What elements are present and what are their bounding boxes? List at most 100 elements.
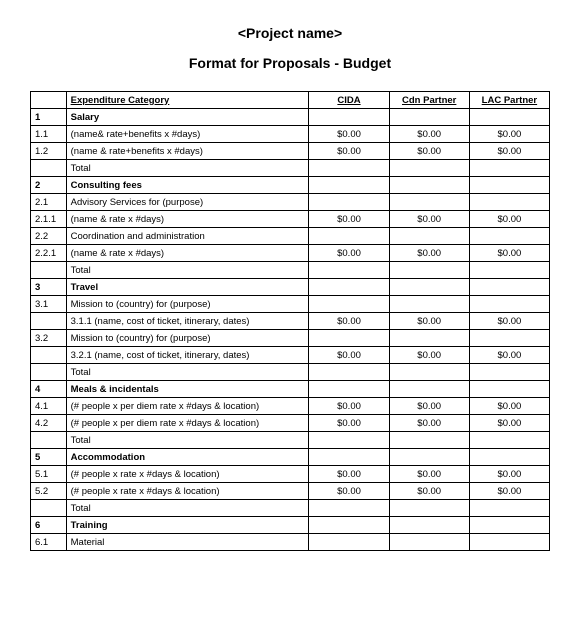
cell-num [31,313,67,330]
cell-lac [469,194,549,211]
cell-lac [469,517,549,534]
table-row: 3.2Mission to (country) for (purpose) [31,330,550,347]
cell-num [31,347,67,364]
cell-lac: $0.00 [469,245,549,262]
cell-num: 4 [31,381,67,398]
cell-cida [309,517,389,534]
header-lac: LAC Partner [469,92,549,109]
cell-cida [309,177,389,194]
cell-category: Consulting fees [66,177,309,194]
cell-category: (# people x per diem rate x #days & loca… [66,398,309,415]
header-lac-text: LAC Partner [482,95,537,106]
cell-cida [309,432,389,449]
cell-cida [309,381,389,398]
table-row: Total [31,262,550,279]
table-row: 5.1(# people x rate x #days & location)$… [31,466,550,483]
cell-cdn: $0.00 [389,126,469,143]
cell-category: Total [66,160,309,177]
cell-cdn: $0.00 [389,245,469,262]
cell-lac [469,381,549,398]
cell-cida [309,262,389,279]
cell-category: 3.2.1 (name, cost of ticket, itinerary, … [66,347,309,364]
cell-num: 2 [31,177,67,194]
cell-lac [469,109,549,126]
cell-num: 5.2 [31,483,67,500]
cell-cdn [389,228,469,245]
cell-num: 5 [31,449,67,466]
cell-num: 3.1 [31,296,67,313]
cell-cida: $0.00 [309,313,389,330]
header-category: Expenditure Category [66,92,309,109]
page-title: <Project name> [30,25,550,41]
cell-cida: $0.00 [309,415,389,432]
cell-cida: $0.00 [309,126,389,143]
cell-cdn [389,364,469,381]
cell-cida [309,109,389,126]
cell-num: 2.2.1 [31,245,67,262]
cell-lac [469,534,549,551]
table-row: 1.2(name & rate+benefits x #days)$0.00$0… [31,143,550,160]
cell-category: (name & rate x #days) [66,245,309,262]
cell-cdn [389,432,469,449]
cell-category: Material [66,534,309,551]
cell-cida: $0.00 [309,466,389,483]
cell-cida [309,449,389,466]
header-cida: CIDA [309,92,389,109]
cell-num: 5.1 [31,466,67,483]
cell-category: Total [66,262,309,279]
cell-cida: $0.00 [309,143,389,160]
cell-cdn: $0.00 [389,398,469,415]
cell-lac: $0.00 [469,415,549,432]
cell-num [31,364,67,381]
cell-cida [309,330,389,347]
cell-cida [309,194,389,211]
cell-lac [469,160,549,177]
table-row: 2.1Advisory Services for (purpose) [31,194,550,211]
cell-cdn [389,296,469,313]
table-row: 4.2(# people x per diem rate x #days & l… [31,415,550,432]
table-body: 1Salary1.1(name& rate+benefits x #days)$… [31,109,550,551]
table-row: Total [31,500,550,517]
cell-lac [469,330,549,347]
page-subtitle: Format for Proposals - Budget [30,55,550,71]
cell-lac [469,228,549,245]
cell-cdn [389,534,469,551]
cell-cida [309,296,389,313]
cell-cdn [389,500,469,517]
cell-category: Meals & incidentals [66,381,309,398]
cell-num: 3.2 [31,330,67,347]
cell-cida [309,228,389,245]
table-row: 6Training [31,517,550,534]
cell-cdn [389,517,469,534]
cell-lac [469,262,549,279]
cell-cdn: $0.00 [389,211,469,228]
header-cdn-text: Cdn Partner [402,95,456,106]
cell-category: (# people x rate x #days & location) [66,483,309,500]
header-category-text: Expenditure Category [71,95,170,106]
cell-category: Total [66,432,309,449]
cell-num: 6 [31,517,67,534]
table-row: Total [31,364,550,381]
cell-lac: $0.00 [469,313,549,330]
cell-num: 4.1 [31,398,67,415]
table-row: 1Salary [31,109,550,126]
cell-cdn [389,330,469,347]
cell-cdn [389,262,469,279]
cell-cdn: $0.00 [389,313,469,330]
cell-category: Travel [66,279,309,296]
header-cdn: Cdn Partner [389,92,469,109]
cell-category: (# people x per diem rate x #days & loca… [66,415,309,432]
cell-num: 3 [31,279,67,296]
cell-category: Mission to (country) for (purpose) [66,296,309,313]
cell-cida [309,279,389,296]
cell-category: Total [66,364,309,381]
cell-cdn [389,194,469,211]
table-row: 2Consulting fees [31,177,550,194]
cell-num: 2.1.1 [31,211,67,228]
cell-num: 2.1 [31,194,67,211]
table-row: 5.2(# people x rate x #days & location)$… [31,483,550,500]
budget-table: Expenditure Category CIDA Cdn Partner LA… [30,91,550,551]
cell-lac: $0.00 [469,126,549,143]
cell-num: 1.2 [31,143,67,160]
header-num [31,92,67,109]
